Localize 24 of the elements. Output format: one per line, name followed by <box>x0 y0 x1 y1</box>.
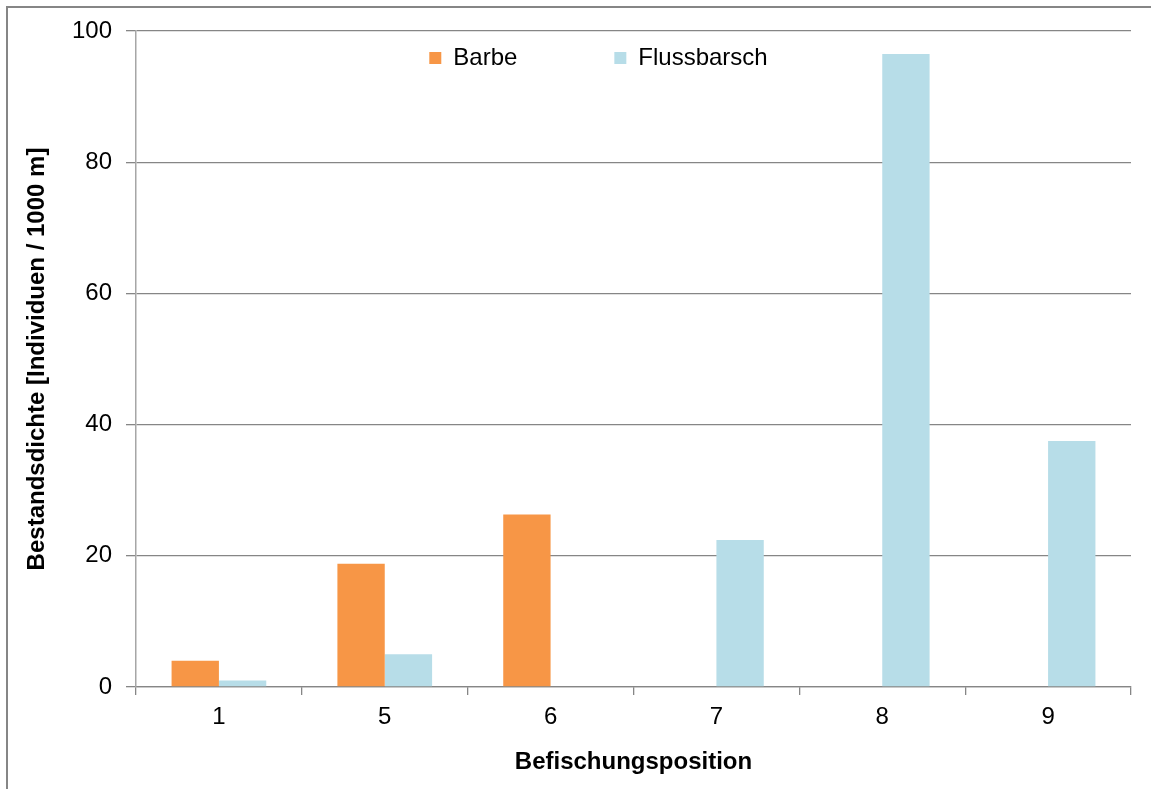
x-tick-label: 6 <box>543 702 558 730</box>
y-tick-label: 40 <box>85 409 112 437</box>
bar <box>337 563 385 687</box>
y-tick-label: 20 <box>85 540 112 568</box>
bar <box>218 680 267 687</box>
x-tick-label: 9 <box>1041 702 1055 730</box>
bar <box>171 660 219 687</box>
bar <box>384 654 433 687</box>
bar <box>882 53 930 687</box>
x-axis-title: Befischungsposition <box>514 747 753 775</box>
legend-label: Barbe <box>453 42 518 70</box>
bar <box>1048 441 1096 687</box>
x-tick-label: 1 <box>212 702 226 730</box>
y-tick-label: 100 <box>71 15 112 43</box>
bar <box>503 514 551 687</box>
y-tick-label: 60 <box>85 278 112 306</box>
y-tick-label: 80 <box>85 146 112 174</box>
x-tick-label: 5 <box>378 702 392 730</box>
x-tick-label: 8 <box>875 702 889 730</box>
legend-label: Flussbarsch <box>638 42 768 70</box>
y-axis-title: Bestandsdichte [Individuen / 1000 m] <box>22 147 50 571</box>
x-tick-label: 7 <box>709 702 724 730</box>
bar <box>716 540 764 687</box>
y-tick-label: 0 <box>98 671 112 699</box>
